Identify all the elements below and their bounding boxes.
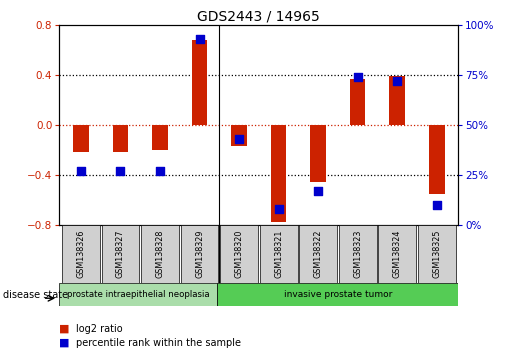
- Bar: [59, 283, 217, 306]
- Bar: [428, 125, 444, 194]
- Point: [235, 136, 243, 142]
- Text: ■: ■: [59, 324, 70, 333]
- Text: GSM138326: GSM138326: [76, 230, 85, 278]
- Bar: [217, 283, 458, 306]
- Bar: [152, 125, 168, 150]
- Bar: [231, 125, 247, 146]
- Text: invasive prostate tumor: invasive prostate tumor: [284, 290, 392, 299]
- Bar: [181, 225, 218, 283]
- Bar: [62, 225, 100, 283]
- Title: GDS2443 / 14965: GDS2443 / 14965: [197, 10, 320, 24]
- Bar: [338, 225, 376, 283]
- Point: [274, 206, 283, 212]
- Bar: [220, 225, 258, 283]
- Bar: [389, 76, 405, 125]
- Bar: [192, 40, 208, 125]
- Bar: [299, 225, 337, 283]
- Text: GSM138325: GSM138325: [432, 230, 441, 278]
- Bar: [260, 225, 298, 283]
- Point: [116, 168, 125, 173]
- Text: GSM138322: GSM138322: [314, 230, 322, 278]
- Bar: [73, 125, 89, 152]
- Point: [195, 36, 203, 42]
- Text: GSM138327: GSM138327: [116, 230, 125, 278]
- Bar: [271, 125, 286, 222]
- Bar: [418, 225, 456, 283]
- Point: [393, 78, 401, 84]
- Bar: [113, 125, 128, 152]
- Bar: [378, 225, 416, 283]
- Point: [353, 74, 362, 80]
- Bar: [310, 125, 326, 182]
- Text: GSM138321: GSM138321: [274, 230, 283, 278]
- Text: GSM138328: GSM138328: [156, 230, 164, 278]
- Text: log2 ratio: log2 ratio: [76, 324, 123, 333]
- Point: [433, 202, 441, 207]
- Text: ■: ■: [59, 338, 70, 348]
- Bar: [141, 225, 179, 283]
- Text: GSM138329: GSM138329: [195, 230, 204, 278]
- Text: GSM138323: GSM138323: [353, 230, 362, 278]
- Text: GSM138320: GSM138320: [234, 230, 244, 278]
- Text: disease state: disease state: [3, 290, 67, 299]
- Text: percentile rank within the sample: percentile rank within the sample: [76, 338, 241, 348]
- Point: [77, 168, 85, 173]
- Point: [314, 188, 322, 194]
- Bar: [350, 79, 366, 125]
- Point: [156, 168, 164, 173]
- Text: GSM138324: GSM138324: [392, 230, 402, 278]
- Text: prostate intraepithelial neoplasia: prostate intraepithelial neoplasia: [67, 290, 210, 299]
- Bar: [101, 225, 140, 283]
